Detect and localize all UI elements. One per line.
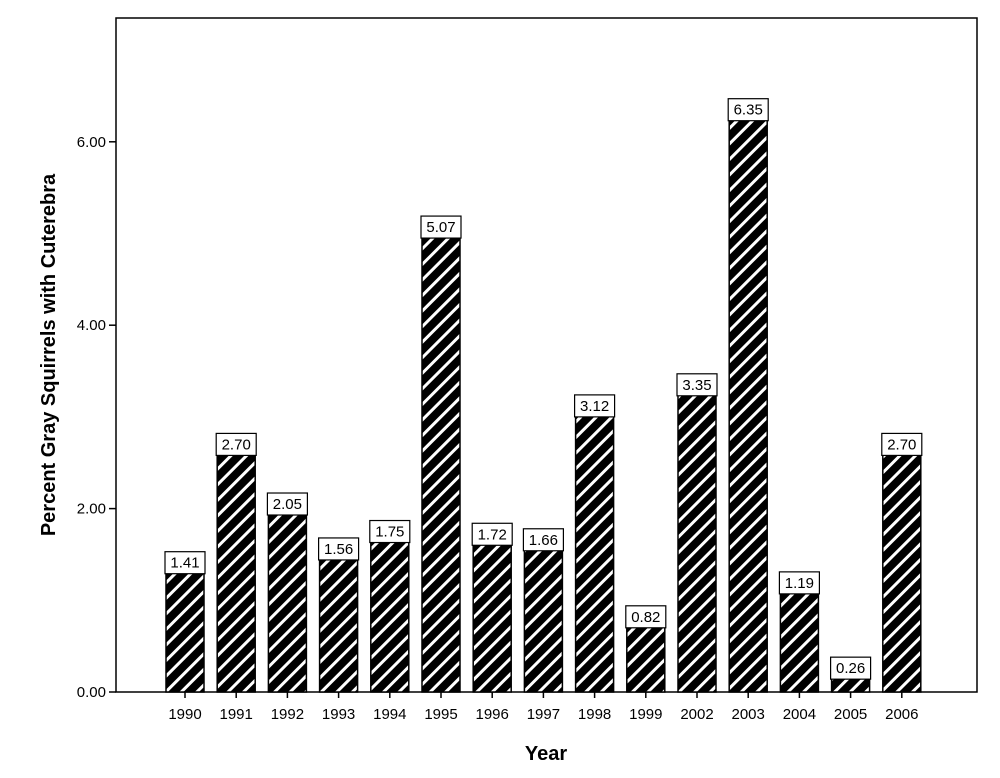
y-axis-title: Percent Gray Squirrels with Cuterebra xyxy=(38,173,60,536)
y-axis: 0.00 2.00 4.00 6.00 xyxy=(77,134,116,701)
bar xyxy=(677,384,717,693)
data-label: 0.26 xyxy=(836,660,865,677)
data-label: 3.12 xyxy=(580,398,609,415)
x-tick-label: 2002 xyxy=(680,706,713,723)
data-label-box xyxy=(522,528,565,552)
bar xyxy=(523,539,564,693)
data-label: 2.05 xyxy=(273,496,302,513)
x-tick-label: 1992 xyxy=(271,706,304,723)
x-tick-label: 1998 xyxy=(578,706,611,723)
x-tick-label: 1995 xyxy=(424,706,457,723)
bar xyxy=(216,443,256,693)
data-label-box xyxy=(420,215,462,239)
data-label-box xyxy=(369,519,411,544)
y-tick-label: 2.00 xyxy=(77,501,106,518)
bar xyxy=(267,503,308,693)
data-label-box xyxy=(266,492,308,516)
data-label-box xyxy=(881,432,923,457)
x-tick-label: 1994 xyxy=(373,706,406,723)
bar xyxy=(779,582,820,693)
x-tick-label: 1993 xyxy=(322,706,355,723)
x-tick-label: 1999 xyxy=(629,706,662,723)
data-label-box xyxy=(676,373,718,397)
data-label: 1.41 xyxy=(170,555,199,572)
x-axis-title: Year xyxy=(525,743,567,765)
data-label: 1.56 xyxy=(324,541,353,558)
data-label: 0.82 xyxy=(631,609,660,626)
bar xyxy=(728,108,768,693)
data-label-box xyxy=(625,605,667,629)
bar xyxy=(882,443,922,693)
data-label: 1.19 xyxy=(785,575,814,592)
y-tick-label: 4.00 xyxy=(77,317,106,334)
x-tick-label: 1991 xyxy=(220,706,253,723)
x-tick-label: 2004 xyxy=(783,706,816,723)
data-label-box xyxy=(471,522,513,546)
bar xyxy=(574,405,615,693)
bar xyxy=(472,533,512,693)
bar xyxy=(318,548,359,693)
x-tick-label: 2006 xyxy=(885,706,918,723)
y-tick-label: 0.00 xyxy=(77,684,106,701)
data-label: 5.07 xyxy=(426,219,455,236)
data-label: 1.75 xyxy=(375,524,404,541)
data-label: 1.66 xyxy=(529,532,558,549)
x-tick-label: 2005 xyxy=(834,706,867,723)
bar xyxy=(370,530,410,693)
x-axis: 1990 1991 1992 1993 1994 1995 1996 1997 1998 1999… xyxy=(168,692,918,723)
x-tick-label: 2003 xyxy=(732,706,765,723)
bar xyxy=(421,226,461,693)
x-tick-label: 1996 xyxy=(476,706,509,723)
data-label-box xyxy=(727,98,769,122)
bars-group: 1.41 2.70 2.05 1.56 1.75 5.07 1.72 1.66 3.12 0.82… xyxy=(164,98,923,693)
data-label: 1.72 xyxy=(478,526,507,543)
x-tick-label: 1990 xyxy=(168,706,201,723)
data-label-box xyxy=(164,551,206,575)
y-tick-label: 6.00 xyxy=(77,134,106,151)
data-label-box xyxy=(778,571,821,595)
data-label-box xyxy=(318,537,360,561)
data-label: 2.70 xyxy=(222,436,251,453)
data-label-box xyxy=(215,432,257,457)
data-label: 2.70 xyxy=(887,436,916,453)
data-label: 6.35 xyxy=(734,102,763,119)
data-label-box xyxy=(829,656,872,680)
bar xyxy=(165,561,205,693)
x-tick-label: 1997 xyxy=(527,706,560,723)
data-label-box xyxy=(573,394,616,418)
data-label: 3.35 xyxy=(682,377,711,394)
